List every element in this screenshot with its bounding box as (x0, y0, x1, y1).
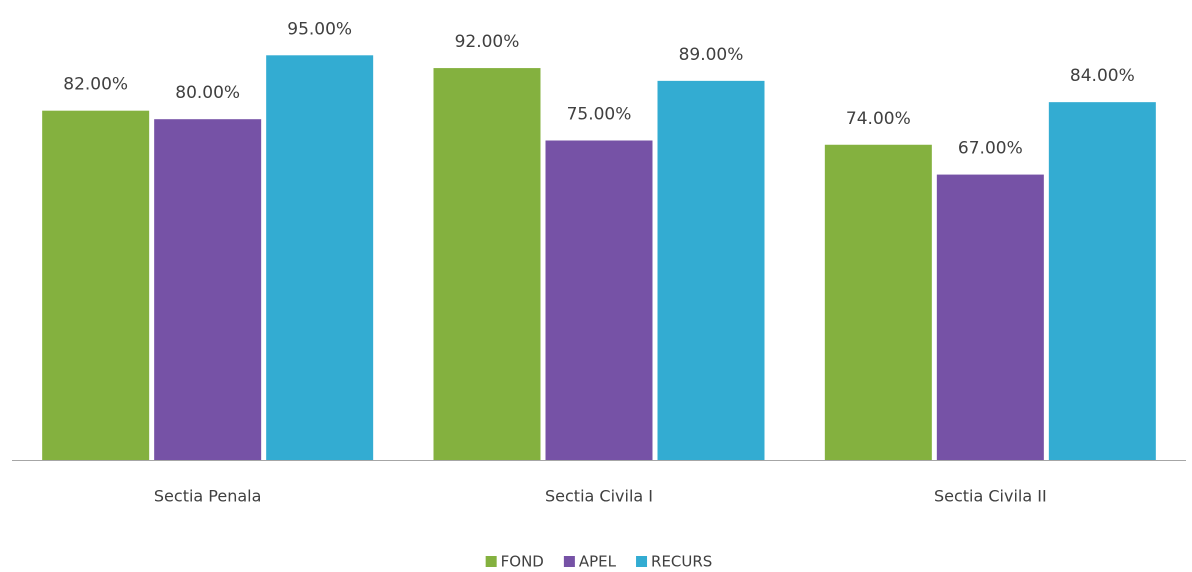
value-label: 84.00% (1070, 66, 1135, 86)
bar (1048, 102, 1156, 460)
value-label: 80.00% (175, 83, 240, 103)
legend-label: RECURS (651, 553, 712, 571)
bar (266, 55, 374, 461)
bar (936, 174, 1044, 460)
value-label: 67.00% (958, 139, 1023, 159)
x-tick-label: Sectia Penala (154, 487, 262, 506)
bar (545, 140, 653, 460)
legend: FOND APEL RECURS (485, 553, 712, 571)
legend-label: FOND (501, 553, 544, 571)
bar (824, 144, 932, 460)
value-label: 75.00% (567, 105, 632, 125)
bar (657, 80, 765, 461)
legend-swatch (563, 556, 575, 567)
legend-swatch (636, 556, 648, 567)
value-label: 82.00% (63, 75, 128, 95)
legend-label: APEL (579, 553, 617, 571)
value-label: 89.00% (679, 45, 744, 65)
x-tick-label: Sectia Civila I (545, 487, 653, 506)
bar (42, 110, 150, 461)
bar (433, 68, 541, 460)
bar (154, 119, 262, 460)
value-label: 95.00% (287, 19, 352, 39)
x-tick-label: Sectia Civila II (934, 487, 1047, 506)
value-label: 74.00% (846, 109, 911, 129)
legend-swatch (485, 556, 497, 567)
value-label: 92.00% (455, 32, 520, 52)
